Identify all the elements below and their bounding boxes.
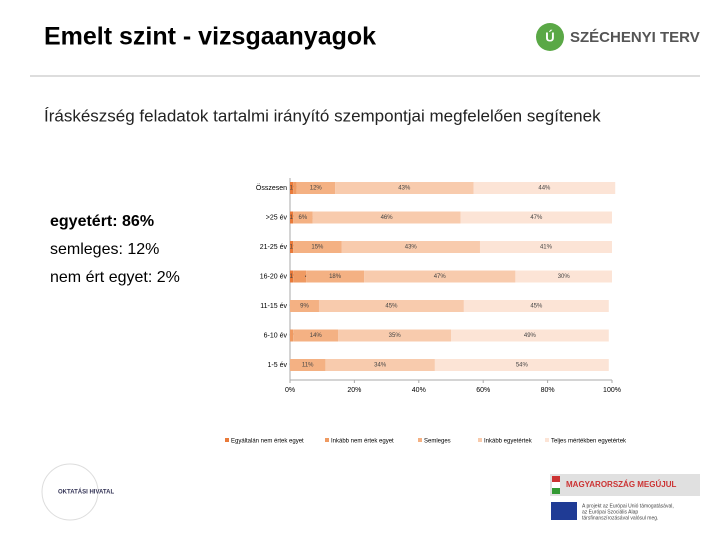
data-label: 14% [310, 333, 323, 339]
bar-segment [293, 241, 342, 253]
bar-segment [293, 270, 307, 283]
data-label: 15% [311, 245, 324, 251]
bar-segment [515, 270, 612, 283]
data-label: 30% [558, 274, 571, 280]
bar-segment [341, 241, 480, 253]
bar-segment [290, 241, 294, 253]
bar-segment [306, 270, 365, 283]
x-tick-label: 20% [347, 387, 361, 394]
banner [550, 474, 700, 496]
category-label: Összesen [256, 184, 287, 192]
category-label: 21-25 év [260, 244, 288, 251]
legend-label: Teljes mértékben egyetértek [551, 439, 627, 445]
category-label: 1-5 év [268, 362, 288, 369]
logo-mark: Ú [545, 29, 554, 44]
bar-segment [290, 329, 294, 342]
bar-segment [290, 359, 326, 371]
bar-segment [460, 211, 612, 224]
legend-swatch [418, 438, 422, 442]
eu-text: A projekt az Európai Unió támogatásával, [582, 503, 674, 509]
summary-line: nem ért egyet: 2% [50, 269, 180, 286]
data-label: 45% [530, 304, 543, 310]
bar-segment [293, 182, 297, 194]
data-label: 6% [299, 215, 308, 221]
data-label: 46% [381, 215, 394, 221]
eu-text: társfinanszírozásával valósul meg. [582, 515, 658, 521]
bar-segment [325, 359, 435, 371]
logo-icon [536, 23, 564, 51]
banner-text: MAGYARORSZÁG MEGÚJUL [566, 480, 676, 489]
bar-segment [290, 182, 294, 194]
data-label: 35% [389, 333, 402, 339]
bar-segment [293, 211, 313, 224]
bar-segment [293, 329, 339, 342]
data-label: 47% [530, 215, 543, 221]
bar-segment [290, 300, 319, 312]
flag [552, 476, 560, 482]
data-label: 41% [540, 245, 553, 251]
data-label: 11% [302, 363, 314, 369]
bar-segment [473, 182, 616, 194]
legend-label: Semleges [424, 439, 451, 445]
agency-logo [41, 463, 99, 521]
flag [552, 482, 560, 488]
summary-line: egyetért: 86% [50, 213, 154, 230]
flag [552, 488, 560, 494]
x-tick-label: 0% [285, 387, 295, 394]
bar-segment [451, 329, 609, 342]
bar-segment [318, 300, 464, 312]
x-tick-label: 100% [603, 387, 621, 394]
data-label: 49% [524, 333, 537, 339]
legend-swatch [325, 438, 329, 442]
bar-segment [312, 211, 461, 224]
summary-line: semleges: 12% [50, 241, 159, 258]
category-label: 6-10 év [264, 332, 288, 339]
bar-segment [364, 270, 516, 283]
data-label: 44% [538, 186, 551, 192]
data-label: 54% [516, 363, 529, 369]
legend-swatch [225, 438, 229, 442]
eu-text: az Európai Szociális Alap [582, 509, 638, 515]
legend-label: Inkább nem értek egyet [331, 439, 394, 445]
data-label: 34% [374, 363, 387, 369]
bar-segment [296, 182, 336, 194]
legend-swatch [478, 438, 482, 442]
x-tick-label: 60% [476, 387, 490, 394]
x-tick-label: 40% [412, 387, 426, 394]
bar-segment [290, 270, 294, 283]
legend-swatch [545, 438, 549, 442]
chart-title: Íráskészség feladatok tartalmi irányító … [44, 106, 601, 125]
bar-segment [290, 211, 294, 224]
legend-label: Inkább egyetértek [484, 439, 533, 445]
x-tick-label: 80% [541, 387, 555, 394]
data-label: 12% [310, 186, 323, 192]
bar-segment [335, 182, 474, 194]
data-label: 43% [405, 245, 418, 251]
category-label: >25 év [266, 214, 288, 221]
slide-title: Emelt szint - vizsgaanyagok [44, 23, 376, 51]
data-label: 47% [434, 274, 447, 280]
eu-flag [551, 502, 577, 520]
bar-segment [479, 241, 612, 253]
legend-label: Egyáltalán nem értek egyet [231, 439, 304, 445]
bar-segment [338, 329, 451, 342]
logo-text: SZÉCHENYI TERV [570, 29, 700, 46]
category-label: 16-20 év [260, 273, 288, 280]
bar-segment [463, 300, 609, 312]
data-label: 18% [329, 274, 342, 280]
category-label: 11-15 év [260, 303, 287, 310]
bar-segment [434, 359, 609, 371]
agency-name: OKTATÁSI HIVATAL [58, 489, 114, 496]
data-label: 45% [385, 304, 398, 310]
data-label: 43% [398, 186, 411, 192]
data-label: 9% [300, 304, 309, 310]
